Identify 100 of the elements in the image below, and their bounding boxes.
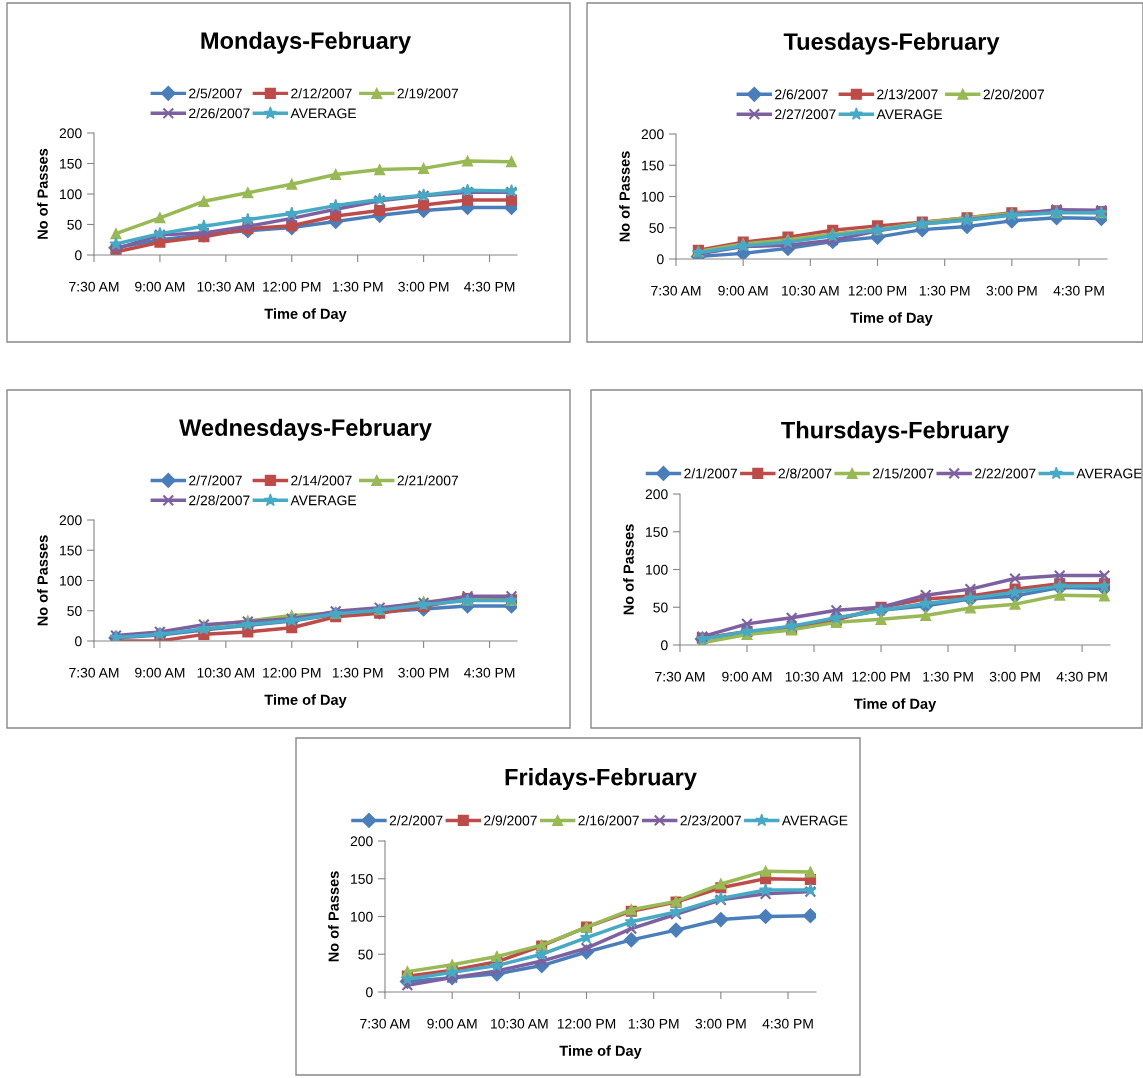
legend-label: 2/21/2007 bbox=[397, 475, 458, 486]
x-tick-label: 12:00 PM bbox=[263, 281, 321, 292]
x-tick-label: 7:30 AM bbox=[655, 671, 705, 682]
chart-title: Tuesdays-February bbox=[783, 32, 1000, 55]
chart-title: Fridays-February bbox=[505, 768, 697, 791]
y-tick-label: 100 bbox=[642, 191, 664, 202]
x-tick-label: 12:00 PM bbox=[848, 285, 907, 296]
legend-label: 2/9/2007 bbox=[484, 815, 537, 826]
y-tick-label: 200 bbox=[350, 836, 373, 847]
x-tick-label: 3:00 PM bbox=[989, 671, 1040, 682]
legend-label: 2/19/2007 bbox=[397, 88, 458, 99]
y-tick-label: 100 bbox=[60, 575, 82, 586]
x-axis-title: Time of Day bbox=[264, 694, 347, 708]
y-tick-label: 150 bbox=[642, 160, 664, 171]
y-tick-label: 100 bbox=[646, 564, 668, 575]
y-axis-title: No of Passes bbox=[623, 524, 634, 615]
y-tick-label: 200 bbox=[641, 129, 664, 140]
legend-label: 2/12/2007 bbox=[291, 88, 352, 99]
x-tick-label: 10:30 AM bbox=[782, 285, 839, 296]
x-tick-label: 4:30 PM bbox=[1056, 671, 1107, 682]
chart-title: Mondays-February bbox=[201, 31, 411, 54]
x-axis-title: Time of Day bbox=[850, 312, 933, 326]
y-tick-label: 200 bbox=[59, 128, 82, 139]
x-tick-label: 9:00 AM bbox=[135, 281, 185, 292]
y-tick-label: 150 bbox=[60, 158, 82, 169]
y-tick-label: 100 bbox=[351, 911, 373, 922]
y-tick-label: 50 bbox=[653, 602, 668, 613]
x-tick-label: 1:30 PM bbox=[332, 667, 383, 678]
y-tick-label: 150 bbox=[60, 545, 82, 556]
y-axis-title: No of Passes bbox=[619, 151, 630, 242]
x-tick-label: 4:30 PM bbox=[463, 667, 515, 678]
x-tick-label: 7:30 AM bbox=[651, 285, 701, 296]
y-tick-label: 100 bbox=[60, 189, 82, 200]
legend-label: AVERAGE bbox=[781, 815, 848, 826]
x-tick-label: 10:30 AM bbox=[197, 667, 255, 678]
x-tick-label: 10:30 AM bbox=[491, 1018, 548, 1029]
legend-label: 2/1/2007 bbox=[684, 468, 737, 479]
legend-label: 2/6/2007 bbox=[775, 89, 828, 100]
legend-label: 2/28/2007 bbox=[189, 495, 250, 506]
legend-label: 2/26/2007 bbox=[189, 108, 250, 119]
legend-label: 2/15/2007 bbox=[872, 468, 934, 479]
y-tick-label: 50 bbox=[67, 219, 82, 230]
legend-label: AVERAGE bbox=[1076, 468, 1142, 479]
x-tick-label: 7:30 AM bbox=[69, 281, 119, 292]
legend-label: AVERAGE bbox=[290, 108, 357, 119]
legend-label: 2/7/2007 bbox=[189, 475, 242, 486]
y-tick-label: 200 bbox=[59, 515, 82, 526]
y-tick-label: 50 bbox=[649, 223, 664, 233]
y-axis-title: No of Passes bbox=[328, 871, 339, 962]
legend-label: 2/23/2007 bbox=[680, 815, 741, 826]
x-tick-label: 9:00 AM bbox=[427, 1018, 477, 1029]
legend-label: 2/13/2007 bbox=[877, 89, 938, 100]
y-axis-title: No of Passes bbox=[37, 148, 48, 239]
x-tick-label: 1:30 PM bbox=[332, 281, 383, 292]
y-tick-label: 0 bbox=[366, 987, 373, 998]
x-tick-label: 9:00 AM bbox=[718, 285, 768, 296]
legend-label: 2/20/2007 bbox=[983, 89, 1044, 100]
legend-label: 2/27/2007 bbox=[775, 108, 836, 120]
y-tick-label: 0 bbox=[75, 250, 82, 261]
legend-label: 2/16/2007 bbox=[578, 815, 639, 826]
y-axis-title: No of Passes bbox=[37, 535, 48, 626]
y-tick-label: 50 bbox=[67, 606, 82, 616]
y-tick-label: 50 bbox=[358, 949, 373, 960]
chart-title: Thursdays-February bbox=[781, 421, 1010, 444]
x-tick-label: 3:00 PM bbox=[695, 1018, 746, 1029]
y-tick-label: 0 bbox=[657, 254, 664, 265]
x-tick-label: 1:30 PM bbox=[628, 1018, 679, 1029]
legend-label: 2/22/2007 bbox=[975, 468, 1036, 479]
x-tick-label: 3:00 PM bbox=[986, 285, 1037, 296]
y-tick-label: 200 bbox=[645, 489, 668, 500]
x-tick-label: 4:30 PM bbox=[762, 1018, 813, 1029]
x-tick-label: 1:30 PM bbox=[923, 671, 973, 682]
legend-label: 2/8/2007 bbox=[778, 468, 832, 479]
legend-label: AVERAGE bbox=[876, 109, 943, 120]
chart-title: Wednesdays-February bbox=[179, 418, 432, 441]
x-tick-label: 12:00 PM bbox=[557, 1018, 616, 1029]
x-tick-label: 4:30 PM bbox=[1053, 285, 1104, 296]
y-tick-label: 0 bbox=[661, 640, 668, 651]
legend-label: 2/2/2007 bbox=[389, 815, 443, 826]
x-axis-title: Time of Day bbox=[264, 308, 347, 322]
x-tick-label: 4:30 PM bbox=[463, 281, 515, 292]
x-tick-label: 10:30 AM bbox=[197, 281, 255, 292]
x-axis-title: Time of Day bbox=[853, 698, 937, 712]
x-tick-label: 3:00 PM bbox=[398, 281, 449, 292]
x-tick-label: 9:00 AM bbox=[722, 671, 772, 682]
x-tick-label: 9:00 AM bbox=[135, 667, 185, 678]
x-tick-label: 1:30 PM bbox=[919, 285, 970, 296]
legend-label: AVERAGE bbox=[290, 495, 357, 506]
x-tick-label: 7:30 AM bbox=[360, 1018, 410, 1029]
legend-label: 2/5/2007 bbox=[189, 88, 242, 99]
x-tick-label: 10:30 AM bbox=[785, 671, 843, 682]
x-tick-label: 7:30 AM bbox=[69, 667, 119, 678]
x-axis-title: Time of Day bbox=[559, 1045, 642, 1059]
y-tick-label: 150 bbox=[646, 527, 668, 537]
x-tick-label: 12:00 PM bbox=[263, 667, 321, 678]
y-tick-label: 0 bbox=[75, 636, 82, 647]
legend-label: 2/14/2007 bbox=[291, 475, 352, 486]
y-tick-label: 150 bbox=[351, 874, 373, 884]
x-tick-label: 3:00 PM bbox=[398, 667, 449, 678]
x-tick-label: 12:00 PM bbox=[852, 671, 910, 682]
